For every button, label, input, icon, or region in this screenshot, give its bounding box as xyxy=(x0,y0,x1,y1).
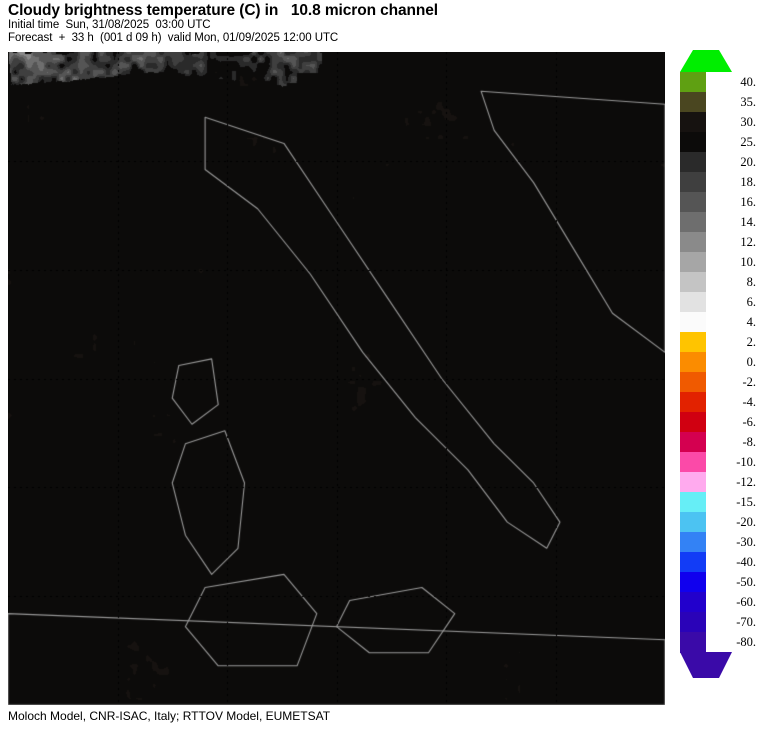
colorbar-band xyxy=(680,452,706,473)
colorbar-band xyxy=(680,492,706,513)
colorbar-band xyxy=(680,92,706,113)
colorbar-band xyxy=(680,392,706,413)
satellite-map-panel[interactable] xyxy=(8,52,665,705)
colorbar-band xyxy=(680,72,706,93)
colorbar-tick-label: 2. xyxy=(746,335,756,349)
colorbar-band xyxy=(680,332,706,353)
colorbar-band xyxy=(680,292,706,313)
forecast-valid-label: Forecast + 33 h (001 d 09 h) valid Mon, … xyxy=(8,32,339,44)
colorbar-tick-label: 16. xyxy=(740,195,756,209)
colorbar-tick-label: -12. xyxy=(736,475,756,489)
colorbar-band xyxy=(680,552,706,573)
colorbar-band xyxy=(680,412,706,433)
colorbar-band xyxy=(680,592,706,613)
colorbar-tick-label: -2. xyxy=(742,375,756,389)
colorbar-band xyxy=(680,232,706,253)
colorbar-tick-label: 25. xyxy=(740,135,756,149)
colorbar-tick-label: 4. xyxy=(746,315,756,329)
colorbar-band xyxy=(680,132,706,153)
colorbar-tick-label: -80. xyxy=(736,635,756,649)
colorbar-tick-label: 6. xyxy=(746,295,756,309)
colorbar-tick-label: 12. xyxy=(740,235,756,249)
colorbar-under-arrow-icon xyxy=(680,652,732,678)
colorbar-band xyxy=(680,272,706,293)
colorbar-band xyxy=(680,172,706,193)
page-title: Cloudy brightness temperature (C) in 10.… xyxy=(8,2,439,19)
colorbar-band xyxy=(680,352,706,373)
colorbar-tick-label: -8. xyxy=(742,435,756,449)
colorbar-tick-label: 30. xyxy=(740,115,756,129)
colorbar-tick-label: -15. xyxy=(736,495,756,509)
colorbar-tick-label: 35. xyxy=(740,95,756,109)
colorbar-band xyxy=(680,532,706,553)
colorbar-band xyxy=(680,512,706,533)
colorbar-tick-label: 40. xyxy=(740,75,756,89)
colorbar-band xyxy=(680,632,706,653)
colorbar-over-arrow-icon xyxy=(680,50,732,72)
colorbar-tick-label: -4. xyxy=(742,395,756,409)
colorbar-tick-label: 8. xyxy=(746,275,756,289)
initial-time-label: Initial time Sun, 31/08/2025 03:00 UTC xyxy=(8,19,211,31)
colorbar-band xyxy=(680,432,706,453)
colorbar-tick-label: -40. xyxy=(736,555,756,569)
footer-credit: Moloch Model, CNR-ISAC, Italy; RTTOV Mod… xyxy=(8,709,331,723)
colorbar-band xyxy=(680,572,706,593)
colorbar-tick-label: -50. xyxy=(736,575,756,589)
colorbar-tick-label: 20. xyxy=(740,155,756,169)
colorbar-tick-label: 14. xyxy=(740,215,756,229)
colorbar-band xyxy=(680,372,706,393)
colorbar-band xyxy=(680,312,706,333)
colorbar-tick-label: -6. xyxy=(742,415,756,429)
colorbar-band xyxy=(680,472,706,493)
colorbar-tick-label: 0. xyxy=(746,355,756,369)
colorbar-tick-label: 18. xyxy=(740,175,756,189)
colorbar-tick-label: -30. xyxy=(736,535,756,549)
colorbar-tick-label: -60. xyxy=(736,595,756,609)
colorbar-band xyxy=(680,212,706,233)
colorbar-band xyxy=(680,612,706,633)
colorbar-tick-label: 10. xyxy=(740,255,756,269)
colorbar-tick-label: -20. xyxy=(736,515,756,529)
colorbar-band xyxy=(680,252,706,273)
colorbar-band xyxy=(680,192,706,213)
colorbar-band xyxy=(680,112,706,133)
figure-header: Cloudy brightness temperature (C) in 10.… xyxy=(8,2,708,45)
colorbar: 40. 35. 30. 25. 20. 18. 16. 14. 12. 10. 8. 6. 4. 2. 0.… xyxy=(680,50,758,710)
colorbar-tick-label: -70. xyxy=(736,615,756,629)
map-canvas xyxy=(8,52,665,705)
colorbar-tick-label: -10. xyxy=(736,455,756,469)
colorbar-band xyxy=(680,152,706,173)
